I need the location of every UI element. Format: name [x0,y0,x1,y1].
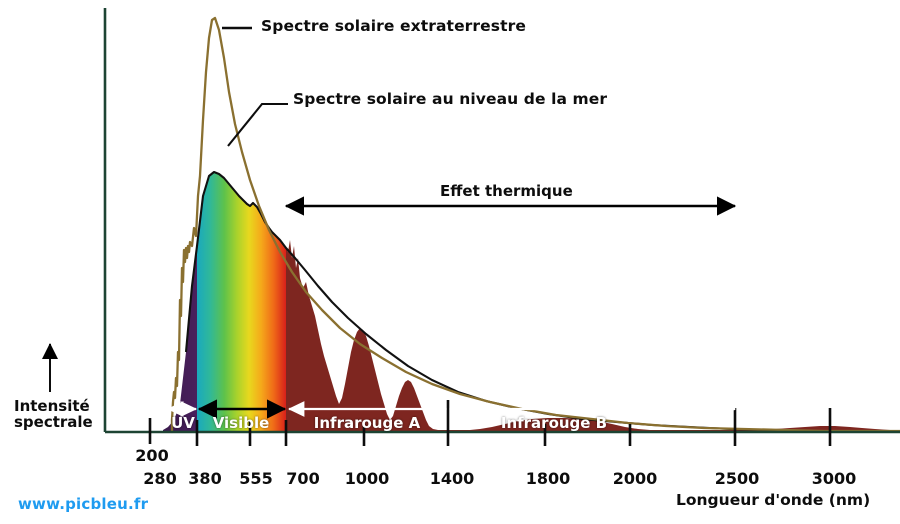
tick-label-280: 280 [143,469,177,488]
label-sealevel-curve: Spectre solaire au niveau de la mer [293,90,608,108]
label-effet-thermique: Effet thermique [440,182,573,200]
tick-label-380: 380 [188,469,222,488]
tick-label-1000: 1000 [344,469,390,488]
tick-label-1400: 1400 [429,469,475,488]
tick-label-555: 555 [239,469,273,488]
y-axis-title: Intensité spectrale [14,397,93,431]
tick-label-200: 200 [135,446,169,465]
band-label-infrarouge-a: Infrarouge A [313,414,421,432]
tick-label-2000: 2000 [612,469,658,488]
band-label-visible: Visible [212,414,270,432]
y-axis-title-line1: Intensité [14,397,90,415]
band-label-infrarouge-b: Infrarouge B [500,414,608,432]
y-axis-title-line2: spectrale [14,412,93,431]
tick-label-700: 700 [286,469,320,488]
x-axis-title: Longueur d'onde (nm) [676,491,871,509]
label-extraterrestrial-curve: Spectre solaire extraterrestre [261,17,526,35]
ground-spectrum-area [163,172,900,432]
x-axis-ticks [148,400,832,446]
tick-label-3000: 3000 [811,469,857,488]
band-label-uv: UV [171,414,195,432]
plot-axes [103,8,900,434]
leader-sealevel [227,102,288,147]
tick-label-2500: 2500 [714,469,760,488]
watermark-picbleu: www.picbleu.fr [18,495,149,513]
tick-label-1800: 1800 [525,469,571,488]
